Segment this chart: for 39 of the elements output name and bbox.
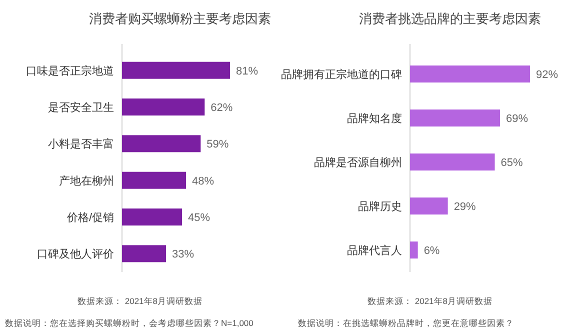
data-label: 62% (210, 102, 233, 114)
text: 数据说明：在挑选螺蛳粉品牌时，您更在意哪些因素？ (298, 318, 514, 328)
y-tick-label: 口味是否正宗地道 (26, 64, 114, 78)
bar (122, 208, 182, 226)
y-tick-label: 是否安全卫生 (48, 101, 114, 114)
y-tick-label: 产地在柳州 (59, 174, 114, 188)
bar (410, 110, 500, 126)
bar (122, 245, 166, 262)
y-tick-label: 品牌代言人 (347, 244, 402, 257)
bar (122, 98, 205, 116)
data-label: 92% (536, 69, 558, 81)
y-tick-label: 价格/促销 (66, 212, 114, 224)
data-label: 6% (424, 245, 440, 257)
bar (410, 66, 530, 82)
y-tick-label: 品牌历史 (358, 200, 402, 213)
data-label: 33% (172, 248, 194, 261)
y-tick-label: 口碑及他人评价 (37, 248, 114, 261)
y-tick-label: 品牌是否源自柳州 (314, 156, 402, 169)
source-note: 数据来源： 2021年8月调研数据 (368, 296, 492, 306)
y-tick-label: 品牌知名度 (347, 112, 402, 125)
data-label: 81% (236, 65, 258, 78)
y-tick-label: 小料是否丰富 (48, 138, 114, 151)
bar (410, 198, 448, 214)
source-note: 数据来源： 2021年8月调研数据 (78, 296, 202, 306)
data-label: 45% (188, 212, 210, 224)
y-tick-label: 品牌拥有正宗地道的口碑 (281, 68, 402, 81)
text: 数据说明：您在选择购买螺蛳粉时，会考虑哪些因素？N=1,000 (5, 318, 254, 328)
data-label: 29% (454, 201, 476, 213)
bar (122, 62, 230, 79)
data-label: 69% (506, 113, 528, 125)
bar (410, 154, 495, 170)
bar (122, 172, 186, 189)
data-label: 65% (500, 157, 524, 169)
chart-title: 消费者购买螺蛳粉主要考虑因素 (89, 11, 271, 26)
bar (410, 242, 418, 258)
data-label: 59% (206, 138, 229, 151)
bar (122, 135, 201, 152)
chart-title: 消费者挑选品牌的主要考虑因素 (359, 11, 541, 26)
data-label: 48% (192, 175, 214, 188)
